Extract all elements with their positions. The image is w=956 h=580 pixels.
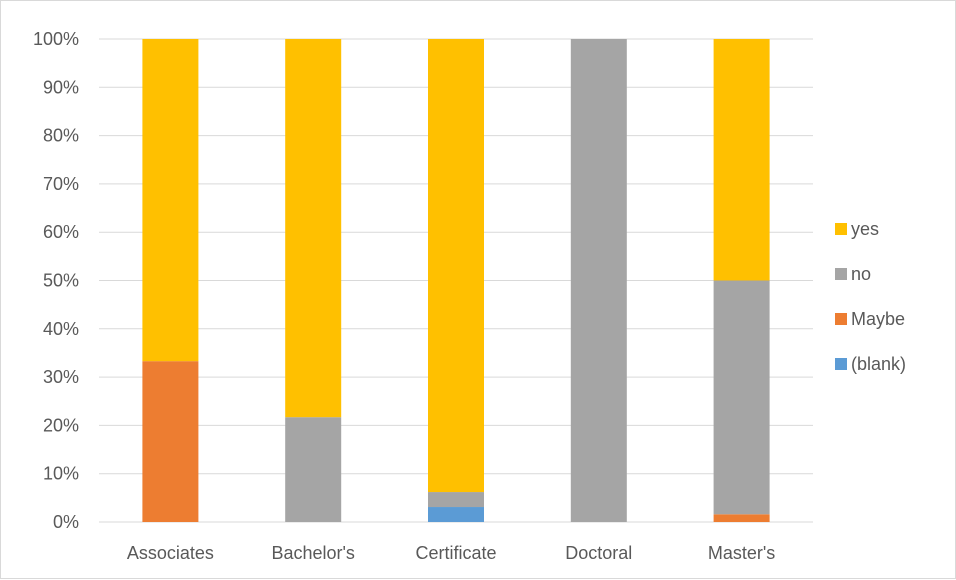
bar-segment [142,39,199,362]
y-tick-label: 90% [43,77,79,97]
y-tick-label: 30% [43,367,79,387]
legend-swatch [835,358,847,370]
y-axis-tick-labels: 0% 10% 20% 30% 40% 50% 60% 70% 80% 90% 100% [33,29,79,532]
x-tick-label: Associates [127,543,214,563]
legend-item: (blank) [835,354,906,374]
bar-segment [713,39,770,281]
bar-segment [285,39,342,418]
bar-segment [142,361,199,522]
legend-label: no [851,264,871,284]
y-tick-label: 0% [53,512,79,532]
y-tick-label: 100% [33,29,79,49]
y-tick-label: 10% [43,464,79,484]
bar-segment [713,514,770,522]
y-tick-label: 80% [43,126,79,146]
bar-segment [428,492,484,508]
legend: yes no Maybe (blank) [835,219,906,374]
x-tick-label: Doctoral [565,543,632,563]
y-tick-label: 60% [43,222,79,242]
legend-swatch [835,223,847,235]
bar-segment [713,280,770,515]
legend-label: (blank) [851,354,906,374]
y-tick-label: 70% [43,174,79,194]
y-tick-label: 50% [43,271,79,291]
bar-segment [428,39,484,493]
x-tick-label: Certificate [415,543,496,563]
legend-label: yes [851,219,879,239]
bar-segment [428,507,484,522]
bar-segment [570,39,627,522]
y-tick-label: 20% [43,415,79,435]
legend-swatch [835,313,847,325]
y-tick-label: 40% [43,319,79,339]
legend-label: Maybe [851,309,905,329]
x-tick-label: Bachelor's [271,543,354,563]
legend-swatch [835,268,847,280]
bar-segment [285,417,342,522]
x-tick-label: Master's [708,543,775,563]
x-axis-tick-labels: Associates Bachelor's Certificate Doctoral M… [127,543,775,563]
legend-item: no [835,264,871,284]
legend-item: yes [835,219,879,239]
bars [142,39,770,522]
legend-item: Maybe [835,309,905,329]
